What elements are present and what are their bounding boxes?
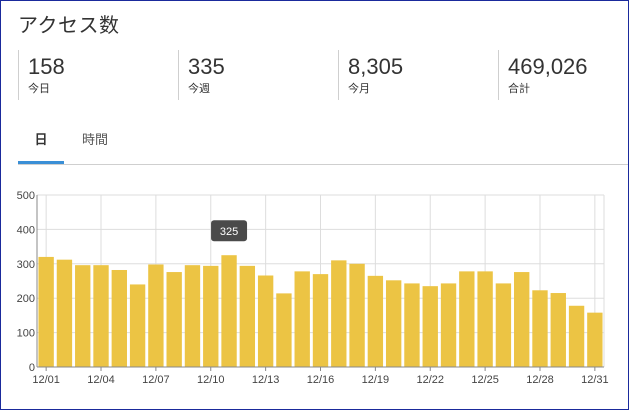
bar-12-25[interactable] — [477, 271, 493, 367]
stat-this-week: 335 今週 — [178, 50, 225, 100]
tooltip-background — [211, 220, 248, 242]
y-tick-label: 500 — [17, 190, 35, 202]
chart-bars — [38, 255, 603, 367]
stat-value: 335 — [188, 54, 225, 79]
bar-12-17[interactable] — [331, 260, 347, 367]
bar-12-10[interactable] — [203, 265, 219, 367]
bar-12-16[interactable] — [312, 274, 329, 367]
stat-total: 469,026 合計 — [498, 50, 588, 100]
tab-hour[interactable]: 時間 — [81, 132, 108, 147]
bar-12-29[interactable] — [550, 293, 566, 367]
x-tick-label: 12/25 — [471, 374, 499, 386]
bar-12-22[interactable] — [422, 286, 438, 367]
bar-12-14[interactable] — [276, 293, 292, 367]
stat-label: 今週 — [188, 83, 210, 95]
bar-12-15[interactable] — [294, 271, 310, 367]
bar-12-23[interactable] — [440, 283, 457, 367]
bar-12-18[interactable] — [349, 263, 365, 367]
tab-day[interactable]: 日 — [18, 122, 64, 164]
bar-12-31[interactable] — [587, 312, 603, 367]
bar-12-19[interactable] — [367, 275, 384, 367]
tab-bar: 日 時間 — [18, 122, 628, 165]
bar-12-12[interactable] — [239, 265, 256, 367]
x-tick-label: 12/01 — [32, 374, 60, 386]
stat-value: 8,305 — [348, 54, 404, 79]
stat-today: 158 今日 — [18, 50, 65, 100]
bar-12-24[interactable] — [459, 271, 475, 367]
bar-12-27[interactable] — [514, 272, 530, 367]
x-tick-label: 12/13 — [252, 374, 280, 386]
bar-12-06[interactable] — [129, 284, 146, 367]
bar-12-13[interactable] — [257, 275, 274, 367]
stat-label: 今月 — [348, 83, 370, 95]
stat-value: 158 — [28, 54, 65, 79]
bar-12-28[interactable] — [532, 290, 548, 367]
stat-label: 今日 — [28, 83, 50, 95]
bar-12-20[interactable] — [385, 280, 402, 367]
y-tick-label: 0 — [29, 362, 35, 374]
y-tick-label: 100 — [17, 328, 35, 340]
value-tooltip: 325 — [211, 220, 248, 242]
stat-this-month: 8,305 今月 — [338, 50, 403, 100]
bar-12-07[interactable] — [148, 264, 164, 367]
bar-12-08[interactable] — [166, 272, 182, 367]
bar-12-04[interactable] — [93, 265, 109, 367]
x-tick-label: 12/07 — [142, 374, 170, 386]
x-tick-label: 12/31 — [581, 374, 609, 386]
y-tick-label: 200 — [17, 293, 35, 305]
stats-row: 158 今日 335 今週 8,305 今月 469,026 合計 — [18, 50, 618, 100]
stat-label: 合計 — [508, 83, 530, 95]
x-tick-label: 12/04 — [87, 374, 115, 386]
bar-12-26[interactable] — [495, 283, 512, 367]
bar-12-01[interactable] — [38, 256, 54, 367]
stat-value: 469,026 — [508, 54, 588, 79]
x-tick-label: 12/10 — [197, 374, 225, 386]
bar-12-30[interactable] — [568, 305, 585, 367]
y-tick-label: 300 — [17, 259, 35, 271]
x-tick-label: 12/28 — [526, 374, 554, 386]
bar-12-02[interactable] — [56, 259, 73, 367]
y-axis-ticks: 0 100 200 300 400 500 — [17, 190, 35, 374]
y-tick-label: 400 — [17, 224, 35, 236]
tooltip-label: 325 — [220, 226, 238, 238]
bar-12-09[interactable] — [184, 265, 201, 367]
bar-12-05[interactable] — [111, 269, 127, 367]
bar-12-03[interactable] — [75, 265, 91, 367]
x-axis-ticks: 12/01 12/04 12/07 12/10 12/13 12/16 12/19 12/22… — [32, 367, 609, 386]
x-tick-label: 12/19 — [362, 374, 390, 386]
panel-title: アクセス数 — [18, 15, 120, 37]
bar-12-21[interactable] — [404, 283, 420, 367]
x-tick-label: 12/22 — [416, 374, 444, 386]
bar-12-11[interactable] — [221, 255, 237, 367]
x-tick-label: 12/16 — [307, 374, 335, 386]
